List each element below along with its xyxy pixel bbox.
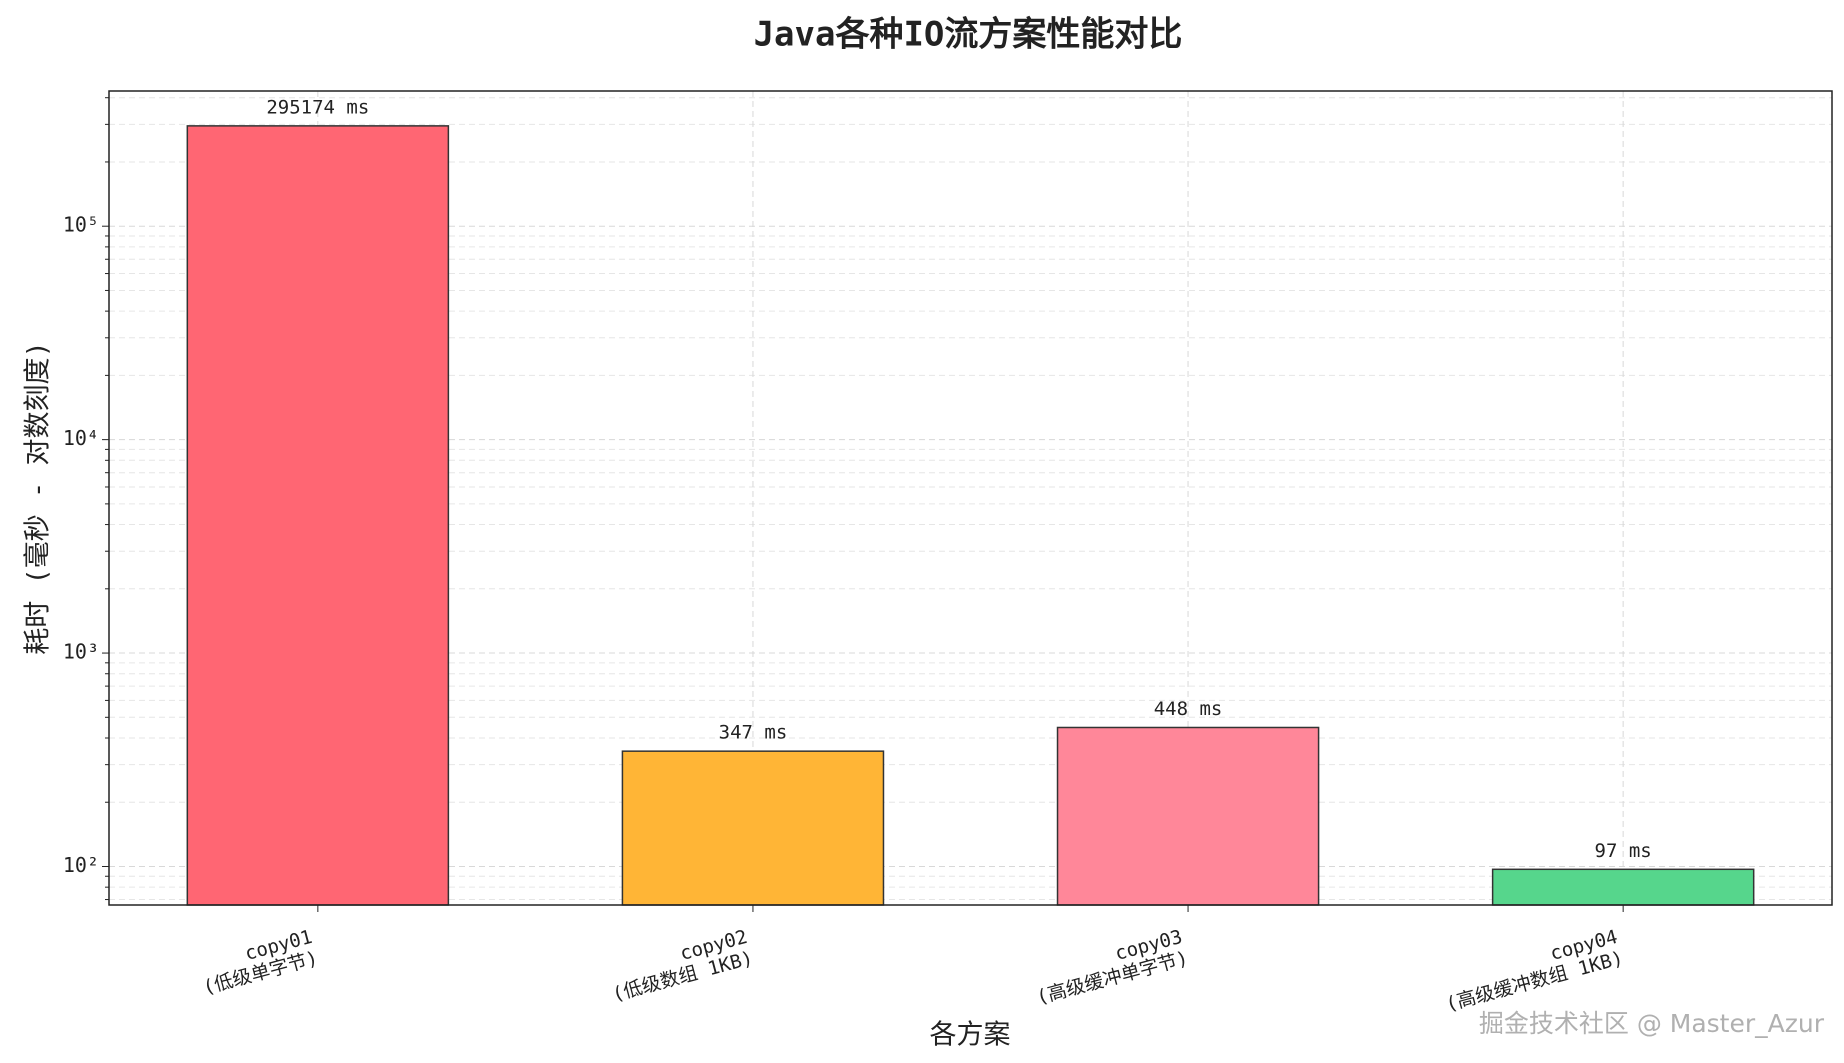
bar (621, 750, 885, 906)
y-tick-label: 10⁵ (63, 213, 99, 237)
y-tick-label: 10² (63, 853, 99, 877)
plot-frame (108, 90, 1833, 906)
x-tick-label: (高级缓冲单字节) (1034, 947, 1190, 1009)
x-tick-label: (高级缓冲数组 1KB) (1443, 947, 1625, 1016)
value-label: 295174 ms (266, 96, 369, 118)
value-label: 448 ms (1154, 698, 1223, 720)
y-axis-label: 耗时 (毫秒 - 对数刻度) (23, 341, 54, 655)
value-label: 347 ms (719, 722, 788, 744)
y-tick-label: 10⁴ (63, 426, 99, 450)
x-tick-label-group: copy01(低级单字节) (201, 926, 321, 999)
watermark: 掘金技术社区 @ Master_Azur (1479, 1009, 1825, 1038)
x-tick-label-group: copy03(高级缓冲单字节) (1034, 926, 1190, 1009)
x-axis-label: 各方案 (930, 1020, 1011, 1051)
value-label: 97 ms (1595, 840, 1652, 862)
bar (186, 125, 450, 906)
bar (1491, 868, 1755, 906)
x-tick-label-group: copy02(低级数组 1KB) (610, 926, 755, 1006)
bar (1056, 726, 1320, 906)
y-tick-label: 10³ (63, 640, 99, 664)
chart-title: Java各种IO流方案性能对比 (754, 15, 1183, 55)
x-tick-label-group: copy04(高级缓冲数组 1KB) (1443, 926, 1625, 1016)
